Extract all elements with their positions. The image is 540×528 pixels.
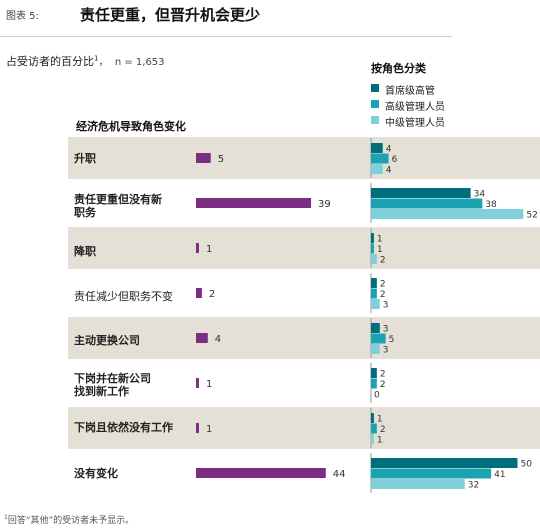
row-shade-7 (68, 407, 540, 449)
total-value-label: 1 (206, 379, 212, 390)
value-label-middle: 2 (380, 256, 386, 266)
bar-executive (371, 153, 389, 164)
bar-senior (371, 413, 374, 423)
category-label: 降职 (74, 245, 96, 258)
bar-executive (371, 198, 483, 209)
category-label: 主动更换公司 (74, 334, 140, 347)
value-label-senior: 1 (377, 415, 383, 425)
total-value-label: 1 (206, 424, 212, 435)
category-label: 下岗且依然没有工作 (74, 421, 173, 434)
bar-senior (371, 233, 374, 243)
bar-senior (371, 368, 377, 378)
category-label: 下岗并在新公司 找到新工作 (74, 372, 151, 398)
footnote-text: 回答“其他”的受访者未予显示。 (7, 516, 135, 526)
legend-swatch-senior (371, 84, 379, 92)
value-label-senior: 34 (474, 190, 486, 200)
footnote: 1回答“其他”的受访者未予显示。 (4, 513, 134, 526)
legend-label-executive: 高级管理人员 (385, 102, 445, 113)
legend-swatch-executive (371, 100, 379, 108)
bar-executive (371, 423, 377, 434)
row-shade-3 (68, 227, 540, 269)
total-bar (196, 333, 208, 343)
value-label-middle: 3 (383, 301, 389, 311)
bar-executive (371, 378, 377, 389)
bar-senior (371, 278, 377, 288)
section-heading: 经济危机导致角色变化 (76, 120, 186, 133)
value-label-middle: 32 (468, 481, 479, 491)
footnote-mark: 1 (4, 514, 8, 521)
header-rule (0, 36, 452, 37)
sample-size: ， n = 1,653 (98, 57, 165, 68)
bar-executive (371, 288, 377, 299)
total-bar (196, 423, 199, 433)
value-label-senior: 3 (383, 325, 389, 335)
total-bar (196, 288, 202, 298)
bar-executive (371, 468, 492, 479)
bar-senior (371, 458, 518, 468)
total-bar (196, 378, 199, 388)
value-label-senior: 2 (380, 280, 386, 290)
value-label-executive: 5 (389, 335, 395, 345)
value-label-executive: 41 (494, 470, 505, 480)
subtitle: 占受访者的百分比1， n = 1,653 (6, 53, 165, 69)
bar-executive (371, 333, 386, 344)
subtitle-text: 占受访者的百分比 (6, 55, 94, 68)
value-label-middle: 4 (386, 166, 392, 176)
bar-middle (371, 254, 377, 264)
bar-executive (371, 243, 374, 254)
subtitle-footnote-mark: 1 (94, 54, 99, 63)
value-label-executive: 2 (380, 290, 386, 300)
total-value-label: 2 (209, 289, 215, 300)
legend-label-senior: 首席级高管 (385, 86, 435, 97)
value-label-middle: 0 (374, 391, 380, 401)
bar-senior (371, 143, 383, 153)
bar-senior (371, 188, 471, 198)
category-label: 责任减少但职务不变 (74, 290, 173, 303)
legend-swatch-middle (371, 116, 379, 124)
row-shade-5 (68, 317, 540, 359)
bar-middle (371, 344, 380, 354)
total-bar (196, 243, 199, 253)
total-value-label: 39 (318, 199, 331, 210)
category-label: 没有变化 (74, 467, 118, 480)
row-shade-1 (68, 137, 540, 179)
value-label-middle: 1 (377, 436, 383, 446)
bar-senior (371, 323, 380, 333)
category-label: 责任更重但没有新 职务 (74, 193, 162, 219)
total-value-label: 1 (206, 244, 212, 255)
value-label-senior: 50 (521, 460, 533, 470)
exhibit-label: 图表 5: (6, 11, 39, 22)
value-label-executive: 2 (380, 425, 386, 435)
total-bar (196, 198, 312, 208)
total-value-label: 5 (218, 154, 224, 165)
value-label-senior: 2 (380, 370, 386, 380)
value-label-executive: 2 (380, 380, 386, 390)
total-bar (196, 468, 326, 478)
value-label-executive: 6 (392, 155, 398, 165)
value-label-middle: 3 (383, 346, 389, 356)
value-label-executive: 1 (377, 245, 383, 255)
total-value-label: 44 (333, 469, 346, 480)
chart-title: 责任更重，但晋升机会更少 (80, 6, 261, 24)
total-bar (196, 153, 211, 163)
bar-middle (371, 479, 465, 489)
bar-middle (371, 209, 524, 219)
right-heading: 按角色分类 (371, 62, 426, 75)
total-value-label: 4 (215, 334, 221, 345)
bar-middle (371, 434, 374, 444)
bar-middle (371, 164, 383, 174)
value-label-senior: 4 (386, 145, 392, 155)
value-label-senior: 1 (377, 235, 383, 245)
value-label-executive: 38 (485, 200, 497, 210)
legend-label-middle: 中级管理人员 (385, 118, 445, 129)
value-label-middle: 52 (526, 211, 537, 221)
bar-middle (371, 299, 380, 309)
category-label: 升职 (74, 152, 96, 165)
